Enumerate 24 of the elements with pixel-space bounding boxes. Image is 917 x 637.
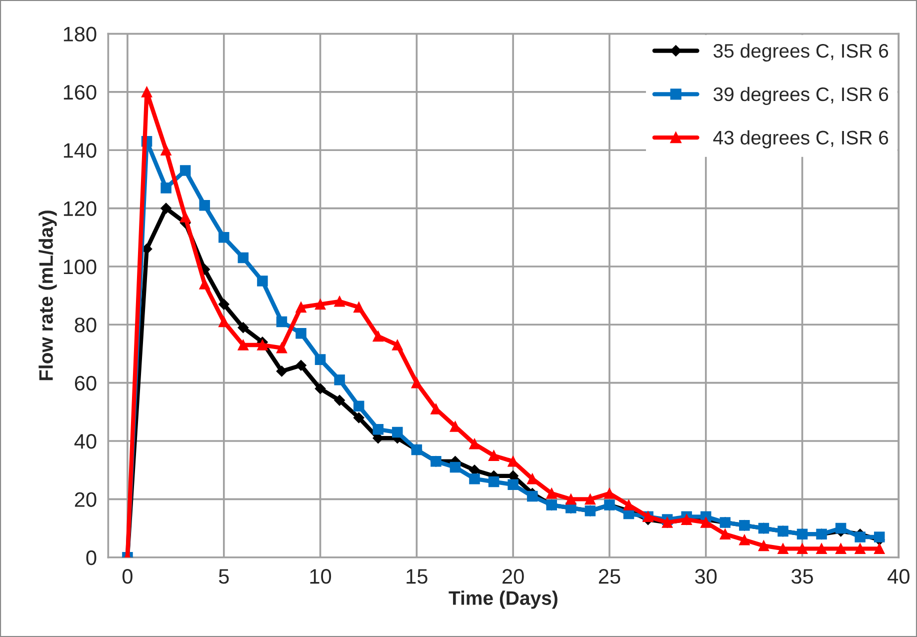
x-tick-label: 15 (406, 569, 428, 584)
y-tick-label: 180 (64, 26, 96, 42)
legend-label: 43 degrees C, ISR 6 (713, 130, 888, 148)
y-tick-label: 80 (74, 318, 96, 332)
legend-label: 35 degrees C, ISR 6 (714, 43, 888, 62)
x-tick-label: 5 (218, 569, 229, 584)
x-tick-label: 35 (791, 569, 813, 584)
x-tick-label: 10 (310, 569, 332, 584)
y-tick-label: 120 (64, 201, 96, 216)
y-tick-label: 100 (64, 259, 96, 274)
y-tick-label: 60 (74, 376, 96, 391)
x-axis-title: Time (Days) (448, 590, 558, 609)
y-tick-label: 140 (64, 143, 96, 158)
x-tick-label: 0 (122, 569, 132, 584)
x-tick-label: 20 (502, 569, 524, 584)
x-tick-label: 25 (598, 569, 620, 584)
x-tick-label: 40 (888, 569, 910, 584)
y-tick-label: 0 (86, 550, 96, 566)
y-tick-label: 160 (64, 84, 96, 100)
y-tick-label: 20 (74, 492, 96, 507)
x-tick-label: 30 (695, 569, 717, 584)
y-axis-title: Flow rate (mL/day) (38, 210, 57, 380)
legend-label: 39 degrees C, ISR 6 (714, 86, 888, 106)
y-tick-label: 40 (74, 434, 96, 449)
